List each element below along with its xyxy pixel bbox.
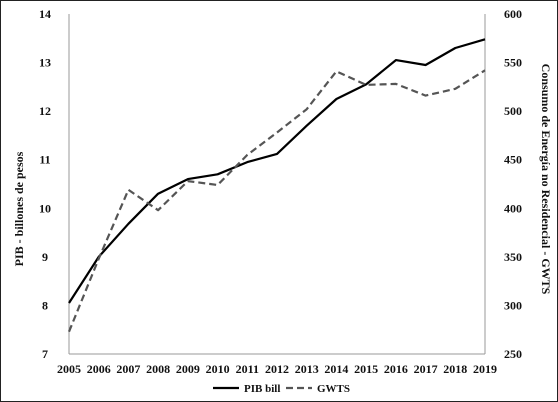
right-tick-label: 500 (504, 104, 522, 118)
right-tick-label: 450 (504, 153, 522, 167)
left-tick-label: 12 (39, 104, 51, 118)
x-tick-label: 2007 (116, 362, 140, 376)
x-tick-label: 2019 (473, 362, 497, 376)
right-tick-label: 350 (504, 250, 522, 264)
left-tick-label: 7 (42, 347, 48, 361)
x-tick-label: 2014 (324, 362, 348, 376)
x-tick-label: 2010 (206, 362, 230, 376)
x-tick-label: 2016 (384, 362, 408, 376)
x-tick-label: 2013 (295, 362, 319, 376)
right-tick-label: 400 (504, 201, 522, 215)
right-tick-label: 600 (504, 7, 522, 21)
x-tick-label: 2006 (87, 362, 111, 376)
x-tick-label: 2011 (236, 362, 259, 376)
x-axis-ticks: 2005 2006 2007 2008 2009 2010 2011 2012 2013 2014… (57, 362, 497, 376)
series-line-2 (67, 69, 486, 333)
x-tick-label: 2005 (57, 362, 81, 376)
left-tick-label: 13 (39, 56, 51, 70)
x-tick-label: 2017 (414, 362, 438, 376)
x-tick-label: 2015 (354, 362, 378, 376)
right-tick-label: 550 (504, 56, 522, 70)
left-tick-label: 10 (39, 201, 51, 215)
series-line-1 (68, 38, 486, 304)
right-tick-label: 300 (504, 298, 522, 312)
x-tick-label: 2012 (265, 362, 289, 376)
right-axis-ticks: 250 300 350 400 450 500 550 600 (504, 7, 522, 361)
series-layer (67, 38, 486, 333)
right-axis-title: Consumo de Energía no Residencial - GWTS (539, 64, 553, 295)
left-tick-label: 14 (39, 7, 51, 21)
legend-label: GWTS (317, 383, 350, 395)
left-tick-label: 8 (42, 298, 48, 312)
right-tick-label: 250 (504, 347, 522, 361)
legend: PIB bill GWTS (213, 383, 350, 395)
left-tick-label: 11 (39, 153, 50, 167)
x-tick-label: 2008 (146, 362, 170, 376)
legend-label: PIB bill (244, 383, 280, 395)
x-tick-label: 2018 (443, 362, 467, 376)
left-tick-label: 9 (42, 250, 48, 264)
x-tick-label: 2009 (176, 362, 200, 376)
left-axis-ticks: 7 8 9 10 11 12 13 14 (39, 7, 51, 361)
left-axis-title: PIB - billones de pesos (12, 151, 26, 266)
